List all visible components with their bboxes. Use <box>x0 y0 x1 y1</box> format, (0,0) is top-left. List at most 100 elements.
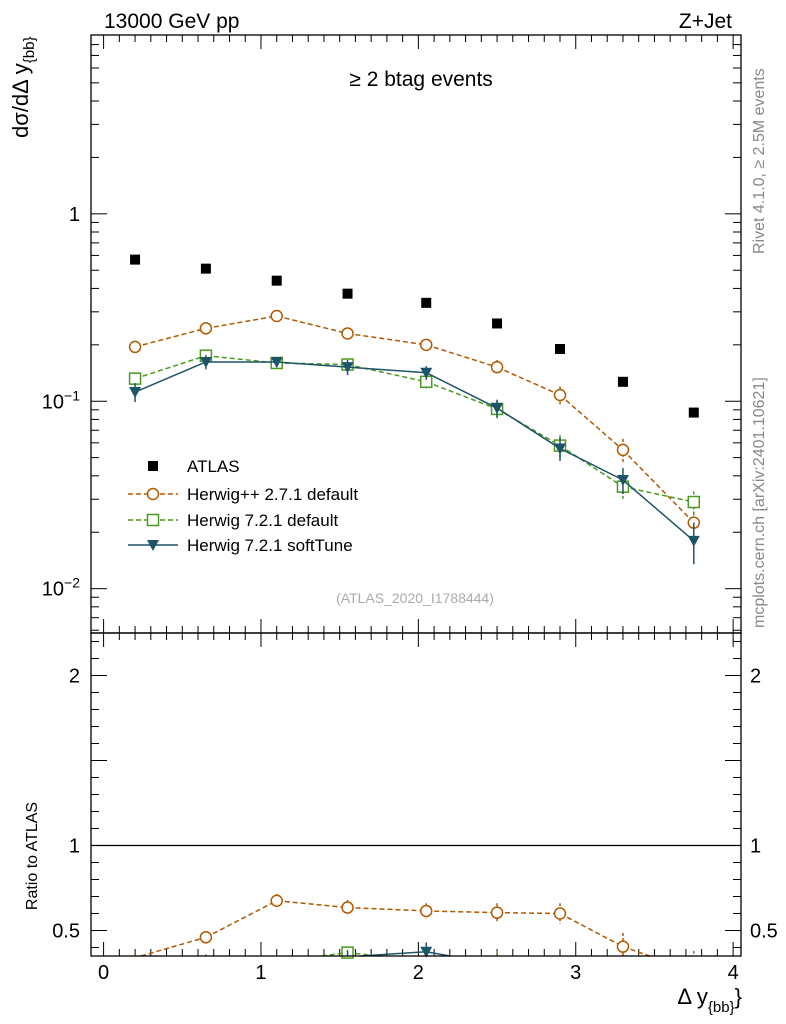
series-line-segment <box>496 366 561 396</box>
x-axis-label: Δ y{bb}} <box>677 984 742 1016</box>
y-tick-label: 1 <box>69 204 80 226</box>
ratio-axes: 0 1 2 3 4 0.5 0.5 1 1 2 2 <box>52 633 778 984</box>
series-line-segment <box>134 327 207 348</box>
series-line-segment <box>496 407 561 450</box>
series-line-segment <box>276 361 348 368</box>
series-line-segment <box>559 394 624 451</box>
series-line-segment <box>140 936 207 957</box>
series-herwig-7-2-1-softtune <box>346 942 450 958</box>
series-line-segment <box>426 344 498 368</box>
series-line-segment <box>497 911 561 915</box>
legend-label: Herwig 7.2.1 softTune <box>187 536 353 555</box>
series-line-segment <box>205 315 277 330</box>
data-point <box>616 940 630 953</box>
data-point <box>271 275 282 286</box>
data-point <box>687 495 701 509</box>
data-point <box>270 309 283 323</box>
series-line-segment <box>347 906 427 912</box>
data-point <box>419 904 433 918</box>
data-point <box>492 318 503 329</box>
data-point <box>553 907 567 920</box>
series-line-segment <box>425 381 498 410</box>
ratio-y-tick-label-right: 1 <box>750 836 761 858</box>
legend: ATLAS Herwig++ 2.7.1 default Herwig 7.2.1 … <box>128 457 358 555</box>
legend-entry-herwig-7-2-1-softtune: Herwig 7.2.1 softTune <box>128 536 353 555</box>
legend-entry-herwig-2-7-1-default: Herwig++ 2.7.1 default <box>128 485 358 504</box>
data-point <box>491 403 504 415</box>
series-line-segment <box>426 951 450 957</box>
ratio-y-axis-label: Ratio to ATLAS <box>24 802 41 910</box>
y-tick-label: 10−2 <box>42 575 80 601</box>
series-line-segment <box>559 912 624 948</box>
data-point <box>200 263 211 274</box>
rivet-version-text: Rivet 4.1.0, ≥ 2.5M events <box>751 68 768 254</box>
data-point <box>687 535 700 547</box>
series-line-segment <box>559 447 624 481</box>
series-line-segment <box>559 444 624 488</box>
series-line-segment <box>426 910 498 914</box>
legend-marker <box>148 461 158 471</box>
legend-marker <box>147 540 159 551</box>
data-point <box>129 387 142 399</box>
data-point <box>199 356 212 368</box>
data-point <box>554 443 567 455</box>
legend-entry-atlas: ATLAS <box>148 457 240 476</box>
data-point <box>341 327 354 340</box>
analysis-watermark: (ATLAS_2020_I1788444) <box>336 590 494 606</box>
series-line-segment <box>347 363 427 383</box>
ratio-y-tick-label-right: 0.5 <box>750 921 778 943</box>
selection-label: ≥2 btag events <box>349 68 493 91</box>
data-point <box>270 356 283 368</box>
series-line-segment <box>276 315 348 335</box>
series-line-segment <box>134 361 207 393</box>
data-point <box>420 367 433 379</box>
series-line-segment <box>205 900 278 938</box>
data-point <box>553 388 567 402</box>
data-point <box>128 372 142 385</box>
data-point <box>616 443 630 457</box>
data-point <box>270 894 283 907</box>
data-point <box>342 288 353 299</box>
series-line-segment <box>622 449 695 524</box>
process-label: Z+Jet <box>679 10 732 33</box>
ratio-y-tick-label: 0.5 <box>52 921 80 943</box>
x-tick-label: 2 <box>413 962 424 984</box>
selection-text: 2 btag events <box>367 68 493 91</box>
data-point <box>420 946 433 958</box>
data-point <box>555 344 566 355</box>
data-point <box>128 340 142 354</box>
data-point <box>490 906 504 919</box>
ratio-y-tick-label: 1 <box>69 836 80 858</box>
legend-label: Herwig++ 2.7.1 default <box>187 485 358 504</box>
main-series <box>128 254 701 565</box>
ratio-series <box>134 893 695 959</box>
selection-prefix: ≥ <box>349 68 361 91</box>
data-point <box>421 297 432 308</box>
data-point <box>616 475 629 487</box>
series-line-segment <box>347 366 427 374</box>
x-tick-label: 0 <box>98 962 109 984</box>
data-point <box>419 338 433 352</box>
data-point <box>199 931 213 944</box>
legend-entry-herwig-7-2-1-default: Herwig 7.2.1 default <box>128 511 338 530</box>
series-atlas <box>130 254 699 418</box>
series-line-segment <box>425 372 498 409</box>
series-herwig-2-7-1-default <box>134 893 651 957</box>
mcplots-source-text: mcplots.cern.ch [arXiv:2401.10621] <box>751 377 768 628</box>
data-point <box>490 360 504 374</box>
data-point <box>341 362 354 374</box>
series-line-segment <box>622 479 695 542</box>
legend-label: Herwig 7.2.1 default <box>187 511 338 530</box>
ratio-panel-frame <box>90 632 742 957</box>
y-tick-label: 10−1 <box>42 387 80 413</box>
main-y-axis-label: dσ/dΔ y{bb} <box>8 37 38 138</box>
legend-marker <box>146 487 160 501</box>
x-tick-label: 3 <box>570 962 581 984</box>
data-point <box>617 376 628 387</box>
series-line-segment <box>134 354 207 380</box>
data-point <box>688 407 699 418</box>
legend-marker <box>146 513 160 527</box>
legend-label: ATLAS <box>187 457 240 476</box>
main-axes: 1 10−1 10−2 <box>42 34 741 633</box>
